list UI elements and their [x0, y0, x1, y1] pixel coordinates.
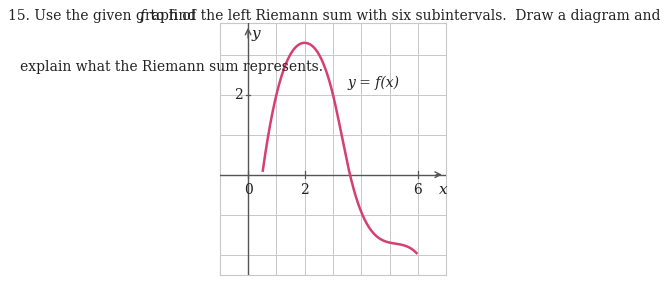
Text: x: x [439, 184, 448, 197]
Text: y = f(x): y = f(x) [347, 76, 399, 90]
Text: to find the left Riemann sum with six subintervals.  Draw a diagram and: to find the left Riemann sum with six su… [146, 9, 661, 23]
Text: f: f [140, 9, 145, 23]
Text: 2: 2 [234, 88, 243, 102]
Text: 2: 2 [300, 184, 309, 197]
Text: y: y [252, 27, 260, 41]
Text: 6: 6 [414, 184, 422, 197]
Text: 0: 0 [244, 184, 252, 197]
Text: 15. Use the given graph of: 15. Use the given graph of [8, 9, 200, 23]
Text: explain what the Riemann sum represents.: explain what the Riemann sum represents. [20, 60, 323, 74]
